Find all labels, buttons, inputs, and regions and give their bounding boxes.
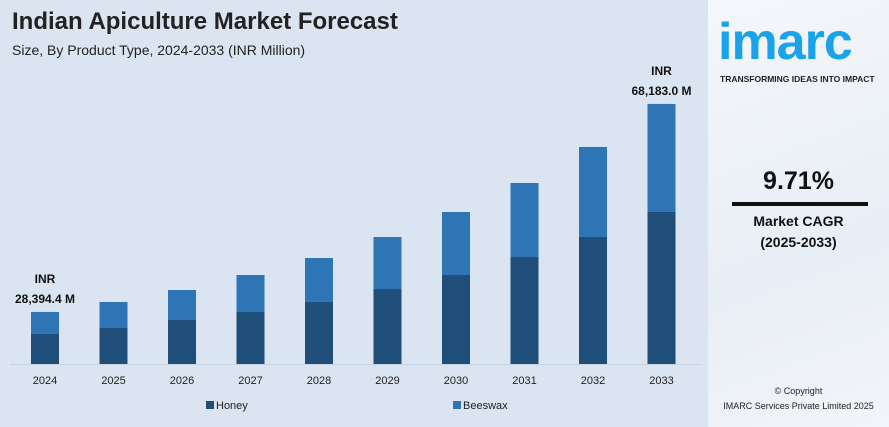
x-tick-label: 2033 [649,375,673,387]
annotation-line2: 28,394.4 M [15,292,75,306]
x-tick-label: 2032 [581,375,605,387]
x-tick-label: 2025 [101,375,125,387]
bar-beeswax-2033 [647,103,676,212]
x-tick-label: 2027 [238,375,262,387]
bar-beeswax-2030 [442,212,470,276]
x-tick-label: 2024 [33,375,57,387]
bar-beeswax-2024 [31,311,59,334]
bar-beeswax-2026 [168,290,196,321]
legend-label: Honey [216,400,248,412]
bar-honey-2028 [305,302,333,364]
cagr-value: 9.71% [763,167,834,195]
bar-honey-2029 [373,289,402,364]
bar-honey-2033 [647,211,676,364]
x-tick-label: 2029 [375,375,399,387]
bar-beeswax-2032 [579,146,607,237]
bar-honey-2027 [236,312,265,364]
x-tick-label: 2028 [307,375,331,387]
tagline: TRANSFORMING IDEAS INTO IMPACT [720,74,875,84]
divider [732,202,868,206]
annotation-line2: 68,183.0 M [631,84,691,98]
side-panel: imarc TRANSFORMING IDEAS INTO IMPACT 9.7… [708,0,889,427]
legend-label: Beeswax [463,400,508,412]
legend-swatch [453,401,461,409]
bar-beeswax-2027 [236,275,265,313]
bar-honey-2025 [99,328,128,364]
chart-title: Indian Apiculture Market Forecast [12,8,398,35]
cagr-period: (2025-2033) [760,234,837,250]
bar-beeswax-2028 [305,258,333,303]
bar-honey-2026 [168,320,196,364]
legend-swatch [206,401,214,409]
copyright: © Copyright [774,386,823,396]
bar-beeswax-2031 [510,183,539,257]
x-tick-label: 2026 [170,375,194,387]
bar-beeswax-2025 [99,301,128,329]
chart: 2024 INR 28,394.4 M 2025 2026 2027 2028 2029 203… [10,64,700,412]
imarc-logo: imarc [718,13,853,71]
bar-honey-2024 [31,333,59,364]
cagr-label: Market CAGR [753,213,844,229]
chart-subtitle: Size, By Product Type, 2024-2033 (INR Mi… [12,42,306,58]
annotation-line1: INR [35,272,56,286]
x-tick-label: 2030 [444,375,468,387]
bar-beeswax-2029 [373,237,402,290]
bar-honey-2032 [579,236,607,364]
bar-honey-2030 [442,275,470,364]
annotation-line1: INR [651,64,672,78]
x-tick-label: 2031 [512,375,536,387]
company-name: IMARC Services Private Limited 2025 [723,401,874,411]
bar-honey-2031 [510,256,539,364]
